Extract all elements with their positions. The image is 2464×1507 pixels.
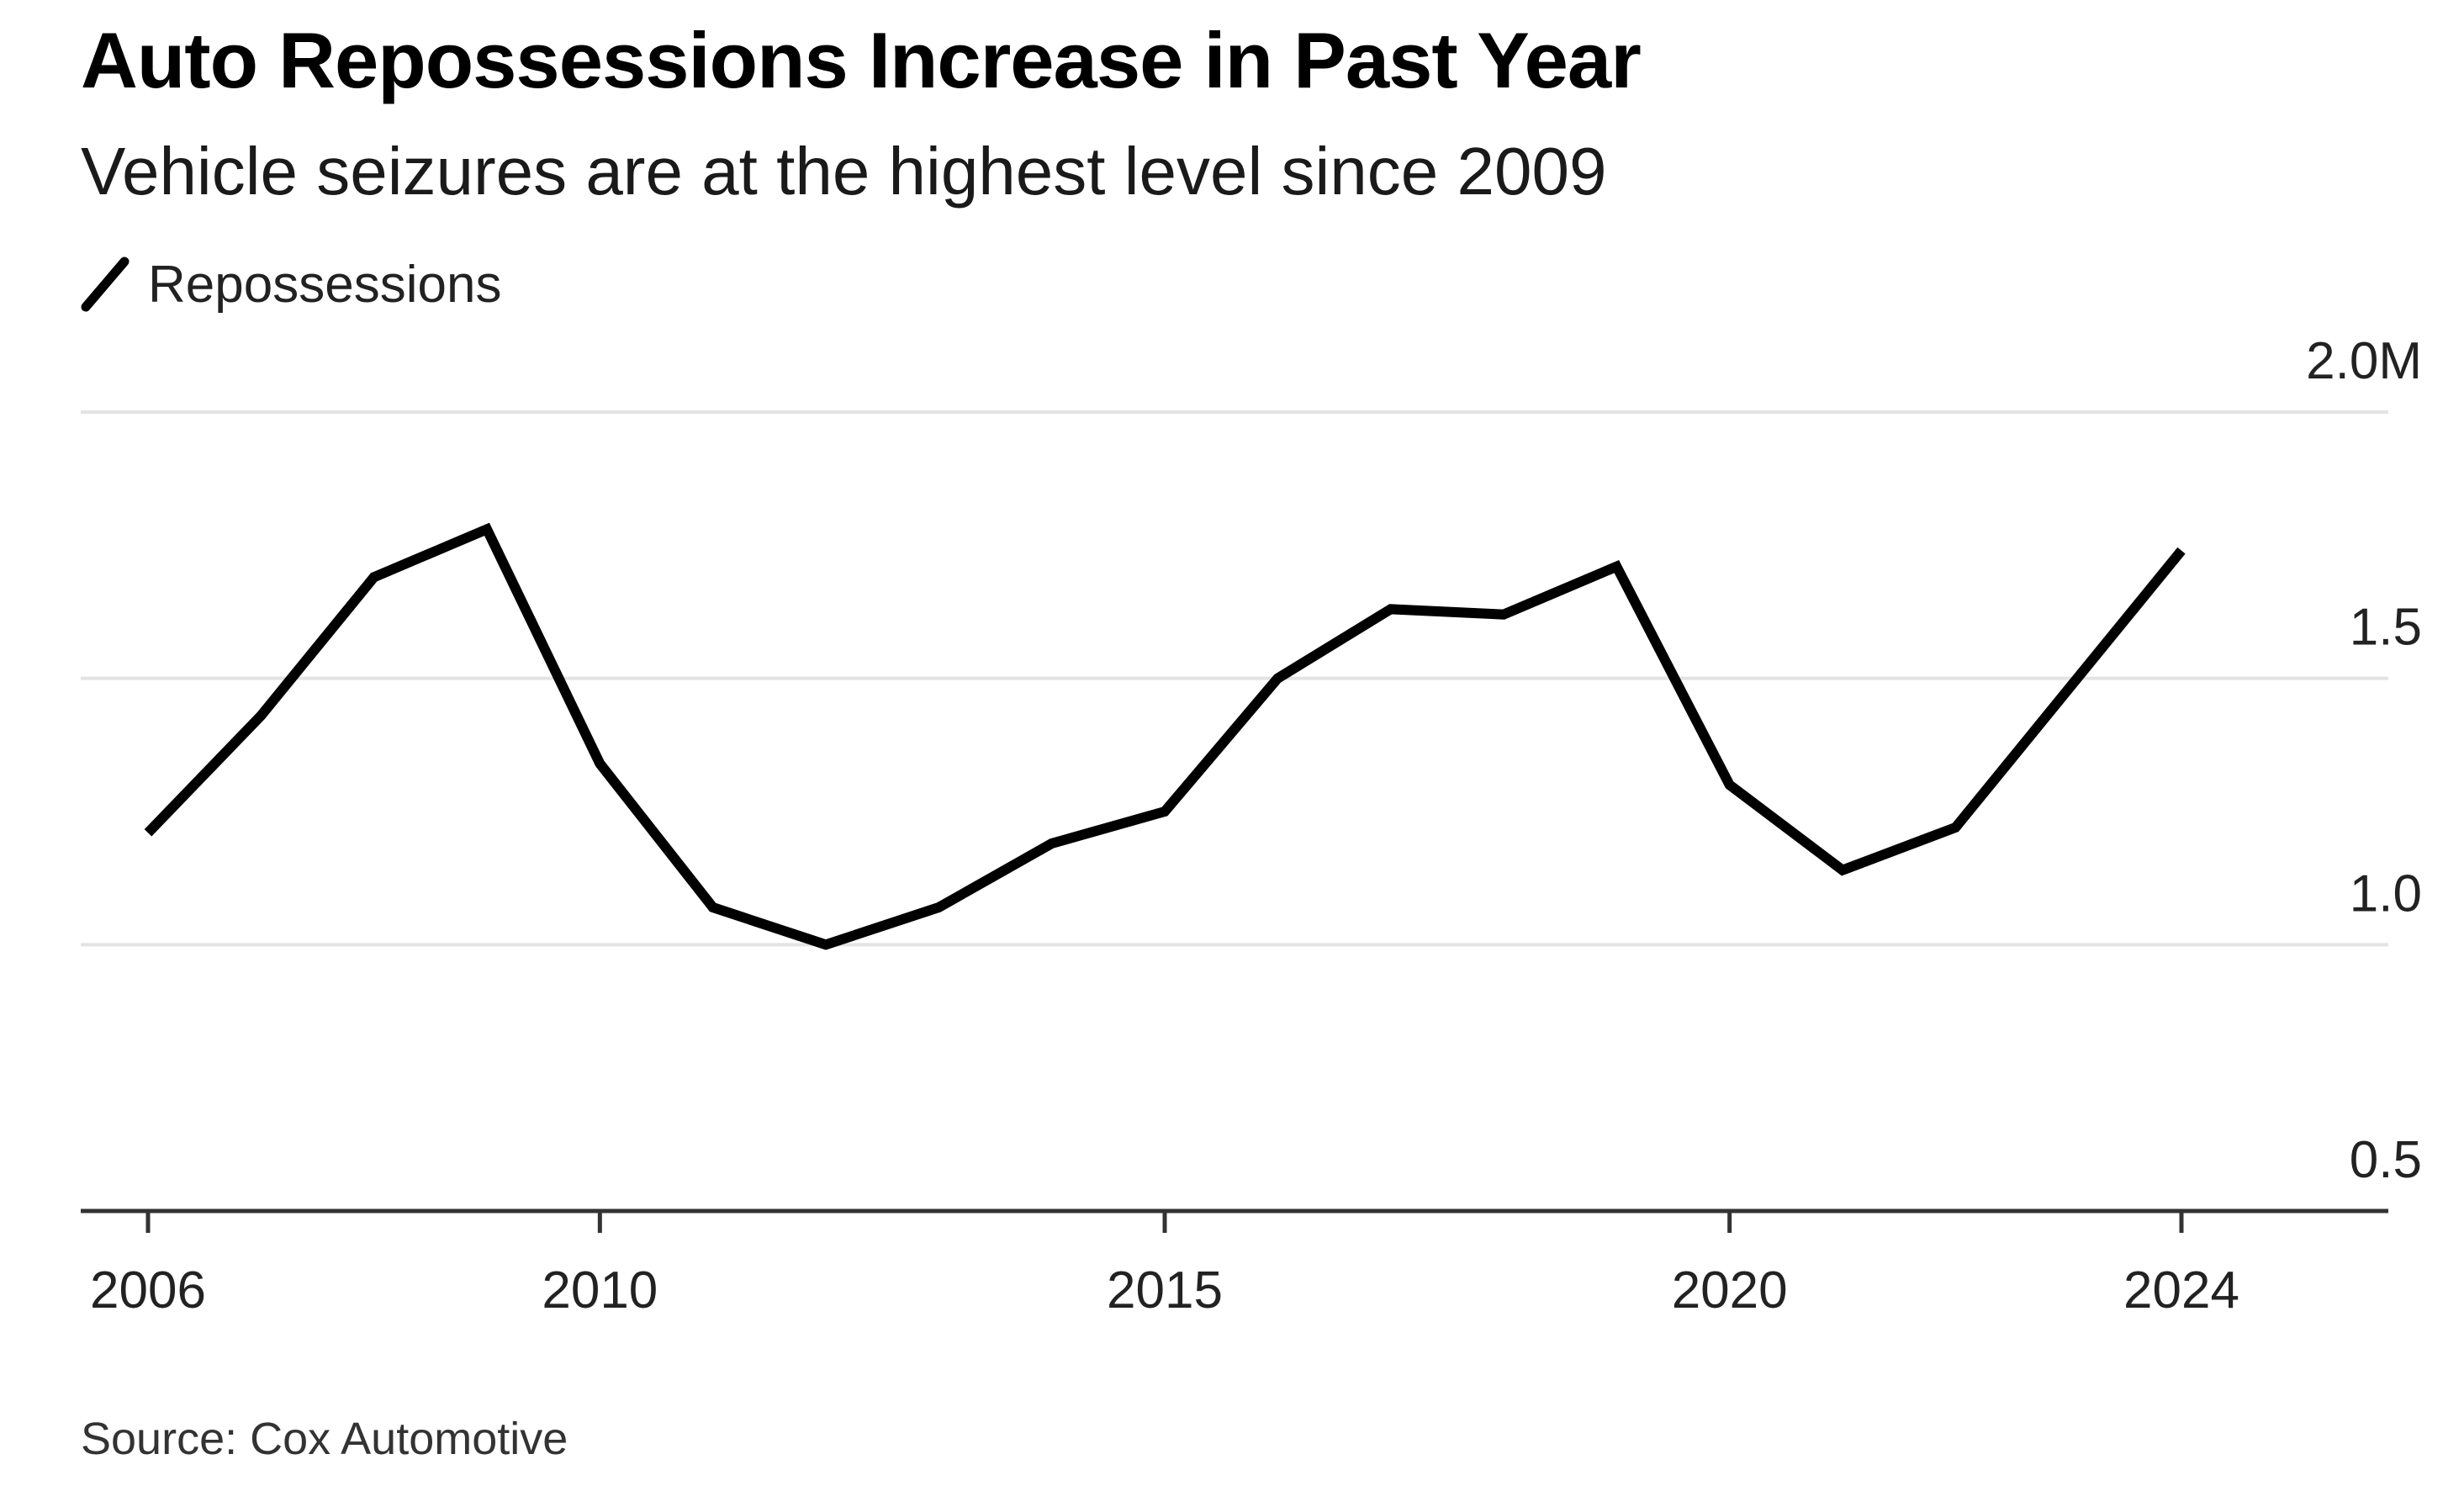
x-tick-label: 2024 — [2123, 1261, 2239, 1319]
x-tick-label: 2015 — [1107, 1261, 1223, 1319]
y-tick-label: 1.0 — [2350, 865, 2422, 923]
x-tick-label: 2020 — [1672, 1261, 1788, 1319]
legend-label: Repossessions — [148, 255, 502, 314]
y-tick-label: 2.0M — [2306, 332, 2422, 390]
x-tick-label: 2006 — [90, 1261, 206, 1319]
chart-title: Auto Repossessions Increase in Past Year — [81, 16, 1642, 104]
chart-subtitle: Vehicle seizures are at the highest leve… — [81, 134, 1607, 209]
legend-line-icon — [81, 256, 130, 312]
legend: Repossessions — [81, 251, 501, 318]
y-tick-label: 0.5 — [2350, 1131, 2422, 1189]
series-line-repossessions — [144, 522, 2186, 950]
x-tick-label: 2010 — [542, 1261, 658, 1319]
y-tick-label: 1.5 — [2350, 599, 2422, 657]
source-note: Source: Cox Automotive — [81, 1414, 568, 1464]
